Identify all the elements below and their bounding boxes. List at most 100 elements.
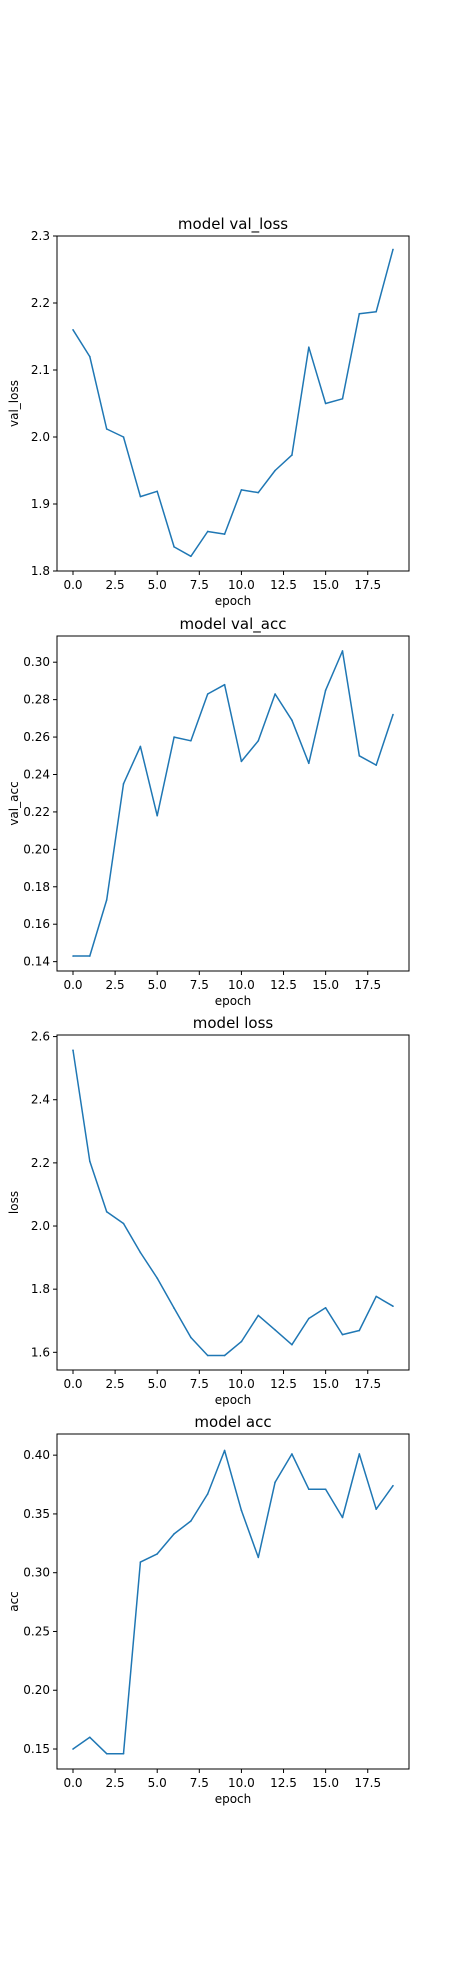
chart-title: model val_acc bbox=[180, 615, 287, 634]
x-tick-label: 10.0 bbox=[228, 1377, 255, 1391]
data-point bbox=[341, 398, 344, 400]
data-point bbox=[139, 745, 142, 748]
data-point bbox=[324, 402, 327, 405]
data-point bbox=[89, 355, 91, 358]
data-point bbox=[307, 1488, 310, 1491]
data-point bbox=[223, 533, 226, 535]
y-tick-label: 0.35 bbox=[23, 1507, 50, 1521]
chart-0: model val_loss 0.0 2.5 5.0 7.5 10.0 12.5 15.0 17… bbox=[7, 215, 410, 608]
x-tick-label: 0.0 bbox=[63, 1776, 82, 1790]
data-point bbox=[223, 1354, 226, 1357]
chart-title: model loss bbox=[193, 1014, 274, 1032]
y-tick-label: 2.0 bbox=[31, 1219, 50, 1233]
data-point bbox=[190, 555, 192, 558]
data-point bbox=[122, 1752, 125, 1755]
y-tick-label: 1.9 bbox=[31, 497, 50, 511]
y-tick-label: 0.18 bbox=[23, 880, 50, 894]
data-point bbox=[324, 1306, 327, 1309]
y-tick-label: 0.24 bbox=[23, 767, 50, 781]
data-point bbox=[206, 693, 209, 695]
x-tick-label: 12.5 bbox=[270, 1776, 297, 1790]
data-point bbox=[358, 754, 361, 757]
data-point bbox=[291, 454, 293, 456]
x-tick-label: 15.0 bbox=[312, 978, 339, 992]
data-point bbox=[72, 329, 74, 331]
y-tick-label: 0.30 bbox=[23, 1566, 50, 1580]
x-tick-label: 12.5 bbox=[270, 1377, 297, 1391]
data-point bbox=[392, 248, 394, 251]
data-point bbox=[139, 1561, 142, 1563]
data-point bbox=[274, 1329, 276, 1331]
y-tick-label: 0.28 bbox=[23, 693, 50, 707]
series-line bbox=[73, 650, 394, 957]
data-point bbox=[105, 899, 108, 901]
data-point bbox=[324, 1488, 327, 1491]
data-point bbox=[240, 1340, 243, 1343]
data-point bbox=[173, 1307, 175, 1309]
y-tick-label: 2.2 bbox=[31, 1156, 50, 1170]
x-tick-label: 7.5 bbox=[190, 578, 209, 592]
data-point bbox=[206, 1354, 209, 1357]
data-point bbox=[122, 1222, 125, 1225]
data-point bbox=[358, 312, 361, 315]
data-point bbox=[392, 1305, 394, 1308]
y-axis-label: val_acc bbox=[7, 781, 21, 825]
data-point bbox=[190, 1336, 192, 1339]
plot-frame bbox=[56, 235, 410, 572]
data-point bbox=[392, 713, 394, 716]
y-tick-label: 0.26 bbox=[23, 730, 50, 744]
x-tick-label: 5.0 bbox=[148, 1776, 167, 1790]
x-tick-label: 2.5 bbox=[106, 1776, 125, 1790]
series-line bbox=[72, 1449, 394, 1755]
data-point bbox=[72, 955, 74, 957]
y-tick-label: 0.40 bbox=[23, 1448, 50, 1462]
chart-title: model val_loss bbox=[178, 215, 288, 234]
data-point bbox=[257, 491, 260, 494]
data-point bbox=[257, 1314, 260, 1317]
data-point bbox=[274, 469, 276, 472]
x-tick-label: 17.5 bbox=[354, 1776, 381, 1790]
data-point bbox=[223, 1449, 226, 1452]
data-point bbox=[257, 1556, 260, 1559]
x-tick-label: 17.5 bbox=[354, 578, 381, 592]
x-tick-label: 2.5 bbox=[106, 978, 125, 992]
chart-title: model acc bbox=[194, 1413, 271, 1431]
data-point bbox=[156, 814, 159, 817]
data-point bbox=[291, 1343, 293, 1346]
data-point bbox=[105, 1752, 108, 1755]
data-point bbox=[190, 740, 192, 742]
data-point bbox=[358, 1329, 361, 1332]
y-axis-label: acc bbox=[7, 1591, 21, 1612]
x-tick-label: 2.5 bbox=[106, 1377, 125, 1391]
x-tick-label: 5.0 bbox=[148, 978, 167, 992]
x-tick-label: 10.0 bbox=[228, 578, 255, 592]
x-axis-label: epoch bbox=[215, 1792, 252, 1806]
data-point bbox=[291, 719, 293, 722]
y-axis-label: val_loss bbox=[7, 380, 21, 427]
data-point bbox=[341, 650, 344, 652]
data-point bbox=[307, 1317, 310, 1320]
series-line bbox=[72, 249, 394, 558]
y-tick-label: 1.8 bbox=[31, 564, 50, 578]
series-line bbox=[72, 1050, 394, 1357]
data-point bbox=[307, 346, 310, 349]
x-tick-label: 7.5 bbox=[190, 978, 209, 992]
data-point bbox=[139, 495, 142, 498]
data-point bbox=[392, 1484, 394, 1487]
data-point bbox=[89, 1160, 91, 1163]
data-point bbox=[206, 1493, 209, 1495]
data-point bbox=[375, 1295, 377, 1298]
x-tick-label: 0.0 bbox=[63, 578, 82, 592]
data-point bbox=[291, 1453, 293, 1455]
x-tick-label: 17.5 bbox=[354, 1377, 381, 1391]
y-tick-label: 0.20 bbox=[23, 1683, 50, 1697]
x-tick-label: 10.0 bbox=[228, 978, 255, 992]
x-axis-label: epoch bbox=[215, 1393, 252, 1407]
chart-2: model loss 0.0 2.5 5.0 7.5 10.0 12.5 15.0 17.5 1.… bbox=[7, 1014, 410, 1407]
data-point bbox=[156, 1553, 159, 1555]
data-point bbox=[89, 955, 91, 957]
x-tick-label: 15.0 bbox=[312, 1377, 339, 1391]
x-tick-label: 7.5 bbox=[190, 1776, 209, 1790]
y-tick-label: 2.0 bbox=[31, 430, 50, 444]
data-point bbox=[156, 1277, 159, 1279]
